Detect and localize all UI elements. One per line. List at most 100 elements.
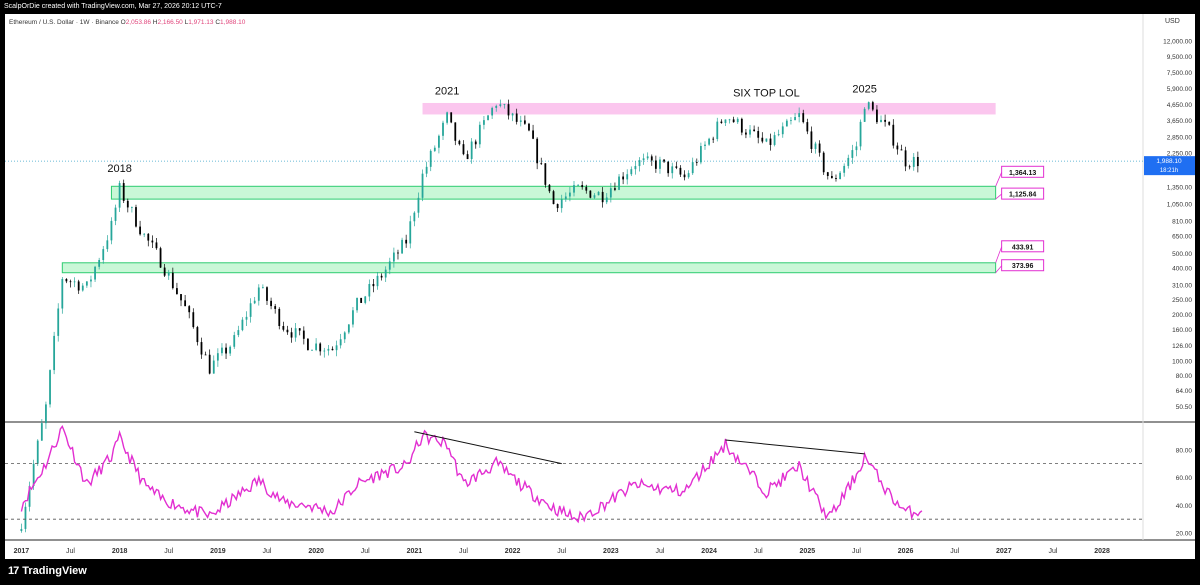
- candle-body: [372, 283, 375, 287]
- price-tick-label: 4,650.00: [1167, 102, 1193, 109]
- price-tick-label: 1,050.00: [1167, 201, 1193, 208]
- candle-body: [802, 113, 805, 123]
- zone-upper-top-label-leader: [995, 172, 1003, 187]
- resistance-zone[interactable]: [422, 102, 996, 115]
- candle-body: [736, 118, 739, 123]
- bar-countdown: 18:21h: [1160, 168, 1178, 174]
- candle-body: [830, 175, 833, 179]
- candle-body: [564, 196, 567, 200]
- candle-body: [745, 132, 747, 135]
- price-tick-label: 650.00: [1172, 233, 1192, 240]
- candle-body: [855, 146, 858, 151]
- candle-body: [687, 173, 690, 178]
- candle-body: [85, 281, 88, 286]
- candle-body: [712, 138, 715, 140]
- candle-body: [225, 347, 227, 354]
- candle-body: [691, 162, 694, 174]
- candle-body: [810, 131, 813, 149]
- candle-body: [675, 166, 678, 168]
- candle-body: [261, 287, 264, 289]
- candle-body: [28, 485, 31, 507]
- rsi-tick-label: 20.00: [1176, 531, 1193, 538]
- candle-body: [442, 122, 444, 136]
- candle-body: [343, 332, 346, 340]
- candle-body: [708, 138, 710, 145]
- time-month-label: Jul: [557, 548, 566, 555]
- candle-body: [536, 138, 539, 164]
- candle-body: [176, 288, 178, 295]
- candle-body: [548, 184, 551, 192]
- candle-body: [331, 348, 334, 351]
- candle-body: [143, 233, 146, 235]
- tradingview-logo[interactable]: 17 TradingView: [8, 565, 87, 577]
- candle-body: [57, 308, 60, 336]
- tv-logo-icon: 17: [8, 565, 19, 577]
- candle-body: [151, 240, 154, 243]
- candle-body: [454, 122, 457, 141]
- candle-body: [495, 105, 498, 108]
- candle-body: [581, 185, 584, 188]
- candle-body: [904, 150, 907, 167]
- candle-body: [577, 185, 579, 186]
- candle-body: [106, 240, 109, 250]
- support-zone-2[interactable]: [61, 262, 997, 274]
- candle-body: [302, 330, 305, 339]
- candle-body: [274, 306, 277, 309]
- candle-body: [781, 126, 784, 135]
- candle-body: [32, 463, 35, 486]
- candle-body: [699, 145, 702, 163]
- candle-body: [822, 152, 825, 173]
- candle-body: [704, 144, 706, 146]
- candle-body: [638, 160, 641, 167]
- candle-body: [323, 350, 326, 352]
- candle-body: [491, 107, 494, 116]
- zone-lower-top-label-leader: [995, 246, 1003, 263]
- candle-body: [53, 335, 56, 371]
- candle-body: [892, 124, 895, 146]
- candle-body: [397, 252, 399, 254]
- rsi-tick-label: 60.00: [1176, 475, 1193, 482]
- candle-body: [642, 158, 645, 161]
- candle-body: [401, 239, 403, 254]
- candle-body: [839, 172, 841, 180]
- price-tick-label: 7,500.00: [1167, 70, 1193, 77]
- candle-body: [683, 174, 686, 178]
- price-tick-label: 250.00: [1172, 297, 1192, 304]
- candle-body: [871, 102, 874, 110]
- candle-body: [880, 119, 882, 123]
- candle-body: [73, 281, 76, 283]
- chart-svg[interactable]: 12,000.00 9,500.00 7,500.00 5,900.00 4,650.0…: [5, 14, 1195, 559]
- zone-lower-bottom-label-box: [1001, 259, 1045, 272]
- candle-body: [335, 345, 338, 351]
- price-tick-label: 64.00: [1176, 388, 1193, 395]
- time-month-label: Jul: [655, 548, 664, 555]
- candle-body: [376, 275, 379, 287]
- candle-body: [425, 166, 428, 174]
- time-year-label: 2018: [112, 548, 128, 555]
- candle-body: [585, 187, 588, 191]
- price-tick-label: 5,900.00: [1167, 86, 1193, 93]
- candle-body: [286, 329, 289, 333]
- currency-label: USD: [1165, 18, 1180, 25]
- rsi-trendline-2[interactable]: [725, 439, 865, 455]
- candle-body: [843, 165, 846, 173]
- candle-body: [36, 440, 39, 464]
- candle-body: [126, 200, 129, 208]
- candle-body: [257, 287, 260, 301]
- candle-body: [147, 233, 150, 241]
- candle-body: [384, 269, 387, 278]
- candle-body: [650, 156, 653, 161]
- candle-body: [208, 354, 211, 374]
- candle-body: [347, 324, 350, 333]
- chart-area[interactable]: 12,000.00 9,500.00 7,500.00 5,900.00 4,650.0…: [5, 14, 1195, 559]
- candle-body: [90, 279, 92, 282]
- candle-body: [216, 353, 219, 361]
- candle-body: [609, 188, 612, 198]
- rsi-trendline-1[interactable]: [414, 431, 562, 465]
- candle-body: [319, 343, 322, 352]
- time-month-label: Jul: [459, 548, 468, 555]
- candle-body: [110, 220, 113, 241]
- candle-body: [724, 119, 727, 124]
- candle-body: [761, 137, 764, 142]
- price-tick-label: 200.00: [1172, 312, 1192, 319]
